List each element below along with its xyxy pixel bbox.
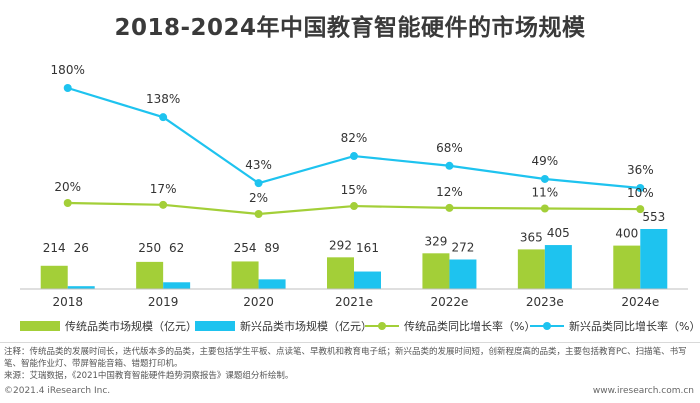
bar [640, 229, 668, 289]
point-value-label: 15% [341, 183, 368, 197]
series-point [350, 152, 358, 161]
series-point [636, 184, 645, 192]
bar-value-label: 26 [74, 241, 89, 255]
legend-label: 新兴品类同比增长率（%） [569, 320, 700, 333]
legend-item-emerging-size: 新兴品类市场规模（亿元） [195, 318, 372, 334]
legend-swatch [195, 321, 235, 331]
bar-value-label: 272 [451, 240, 474, 254]
bar-value-label: 214 [43, 241, 66, 255]
point-value-label: 20% [54, 180, 81, 194]
legend-label: 传统品类同比增长率（%） [404, 320, 536, 333]
bar [258, 279, 286, 289]
point-value-label: 36% [627, 163, 654, 177]
bar-value-label: 329 [424, 234, 447, 248]
legend-item-traditional-size: 传统品类市场规模（亿元） [20, 318, 197, 334]
point-value-label: 11% [532, 186, 559, 200]
series-point [540, 174, 549, 183]
website: www.iresearch.com.cn [592, 386, 694, 396]
point-value-label: 2% [249, 191, 268, 205]
point-value-label: 68% [436, 141, 463, 155]
divider [0, 342, 700, 343]
notes: 注释：传统品类的发展时间长，迭代版本多的品类，主要包括学生平板、点读笔、早教机和… [4, 346, 696, 382]
x-tick-label: 2022e [430, 295, 468, 309]
legend-label: 新兴品类市场规模（亿元） [240, 320, 372, 333]
point-value-label: 17% [150, 182, 177, 196]
legend-item-emerging-growth: 新兴品类同比增长率（%） [530, 318, 700, 334]
series-point [63, 84, 72, 92]
series-point [159, 200, 168, 209]
source-text: 来源：艾瑞数据，《2021中国教育智能硬件趋势洞察报告》课题组分析绘制。 [4, 371, 294, 381]
x-tick-label: 2021e [335, 295, 373, 309]
legend-swatch [365, 321, 399, 331]
page-title: 2018-2024年中国教育智能硬件的市场规模 [114, 15, 586, 41]
bar-value-label: 89 [264, 241, 279, 255]
bar-value-label: 553 [642, 210, 665, 224]
point-value-label: 12% [436, 185, 463, 199]
x-tick-label: 2024e [621, 295, 659, 309]
point-value-label: 82% [341, 131, 368, 145]
series-point [636, 205, 645, 214]
bar [327, 257, 354, 289]
series-point [445, 161, 454, 170]
legend-swatch [530, 321, 564, 331]
bar [449, 259, 477, 289]
bar [163, 282, 191, 289]
point-value-label: 180% [51, 63, 85, 77]
x-tick-label: 2023e [526, 295, 564, 309]
bar-value-label: 365 [520, 230, 543, 244]
bar [422, 253, 450, 289]
line-group [63, 84, 645, 218]
legend-label: 传统品类市场规模（亿元） [65, 320, 197, 333]
legend-swatch [20, 321, 60, 331]
bar [40, 265, 68, 289]
series-point [254, 210, 263, 218]
bar-value-label: 254 [234, 241, 257, 255]
x-tick-label: 2018 [52, 295, 83, 309]
point-value-label: 138% [146, 92, 180, 106]
line-label-group: 20% 17% 2% 15% 12% 11% 10% 180% 138% 43% 82% 68% 49%… [51, 63, 654, 205]
bar-label-group: 214 26 250 62 254 89 292 161 329 272 365 405 400 553 [43, 210, 665, 255]
legend-item-traditional-growth: 传统品类同比增长率（%） [365, 318, 535, 334]
series-point [159, 113, 168, 122]
point-value-label: 49% [532, 154, 559, 168]
bar-value-label: 62 [169, 241, 184, 255]
legend: 传统品类市场规模（亿元） 新兴品类市场规模（亿元） 传统品类同比增长率（%） 新… [20, 318, 700, 334]
bar-value-label: 292 [329, 238, 352, 252]
bar-value-label: 405 [547, 226, 570, 240]
bar-group [40, 229, 668, 289]
bar [67, 286, 95, 289]
bar-value-label: 161 [356, 241, 379, 255]
point-value-label: 10% [627, 186, 654, 200]
series-point [63, 199, 72, 207]
note-text: 注释：传统品类的发展时间长，迭代版本多的品类，主要包括学生平板、点读笔、早教机和… [4, 347, 687, 369]
bar [231, 261, 259, 289]
bar [544, 245, 572, 289]
bar [354, 271, 381, 289]
bar [613, 245, 641, 289]
point-value-label: 43% [245, 158, 272, 172]
series-point [350, 202, 358, 211]
bar-value-label: 400 [615, 227, 638, 241]
series-point [254, 179, 263, 188]
series-point [540, 204, 549, 213]
series-point [445, 203, 454, 212]
x-tick-group: 2018 2019 2020 2021e 2022e 2023e 2024e [52, 295, 659, 309]
bar [136, 261, 164, 289]
x-tick-label: 2020 [243, 295, 274, 309]
bar [517, 249, 545, 289]
bar-value-label: 250 [138, 241, 161, 255]
copyright: ©2021.4 iResearch Inc. [4, 386, 111, 396]
x-tick-label: 2019 [148, 295, 179, 309]
